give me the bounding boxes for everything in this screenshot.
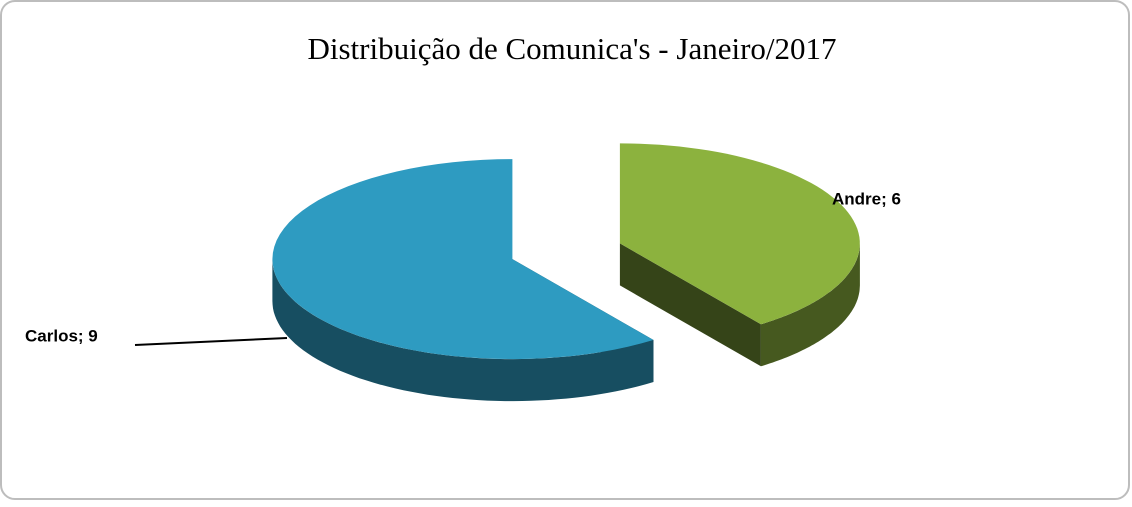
chart-title: Distribuição de Comunica's - Janeiro/201…	[307, 31, 836, 66]
slice	[272, 159, 654, 360]
leader-line	[134, 337, 288, 346]
slice-cut-face	[619, 243, 761, 367]
slice-side	[272, 259, 654, 402]
slice-side	[760, 243, 860, 367]
slice	[619, 143, 860, 325]
data-label: Andre; 6	[832, 189, 901, 208]
data-label: Carlos; 9	[25, 326, 98, 345]
